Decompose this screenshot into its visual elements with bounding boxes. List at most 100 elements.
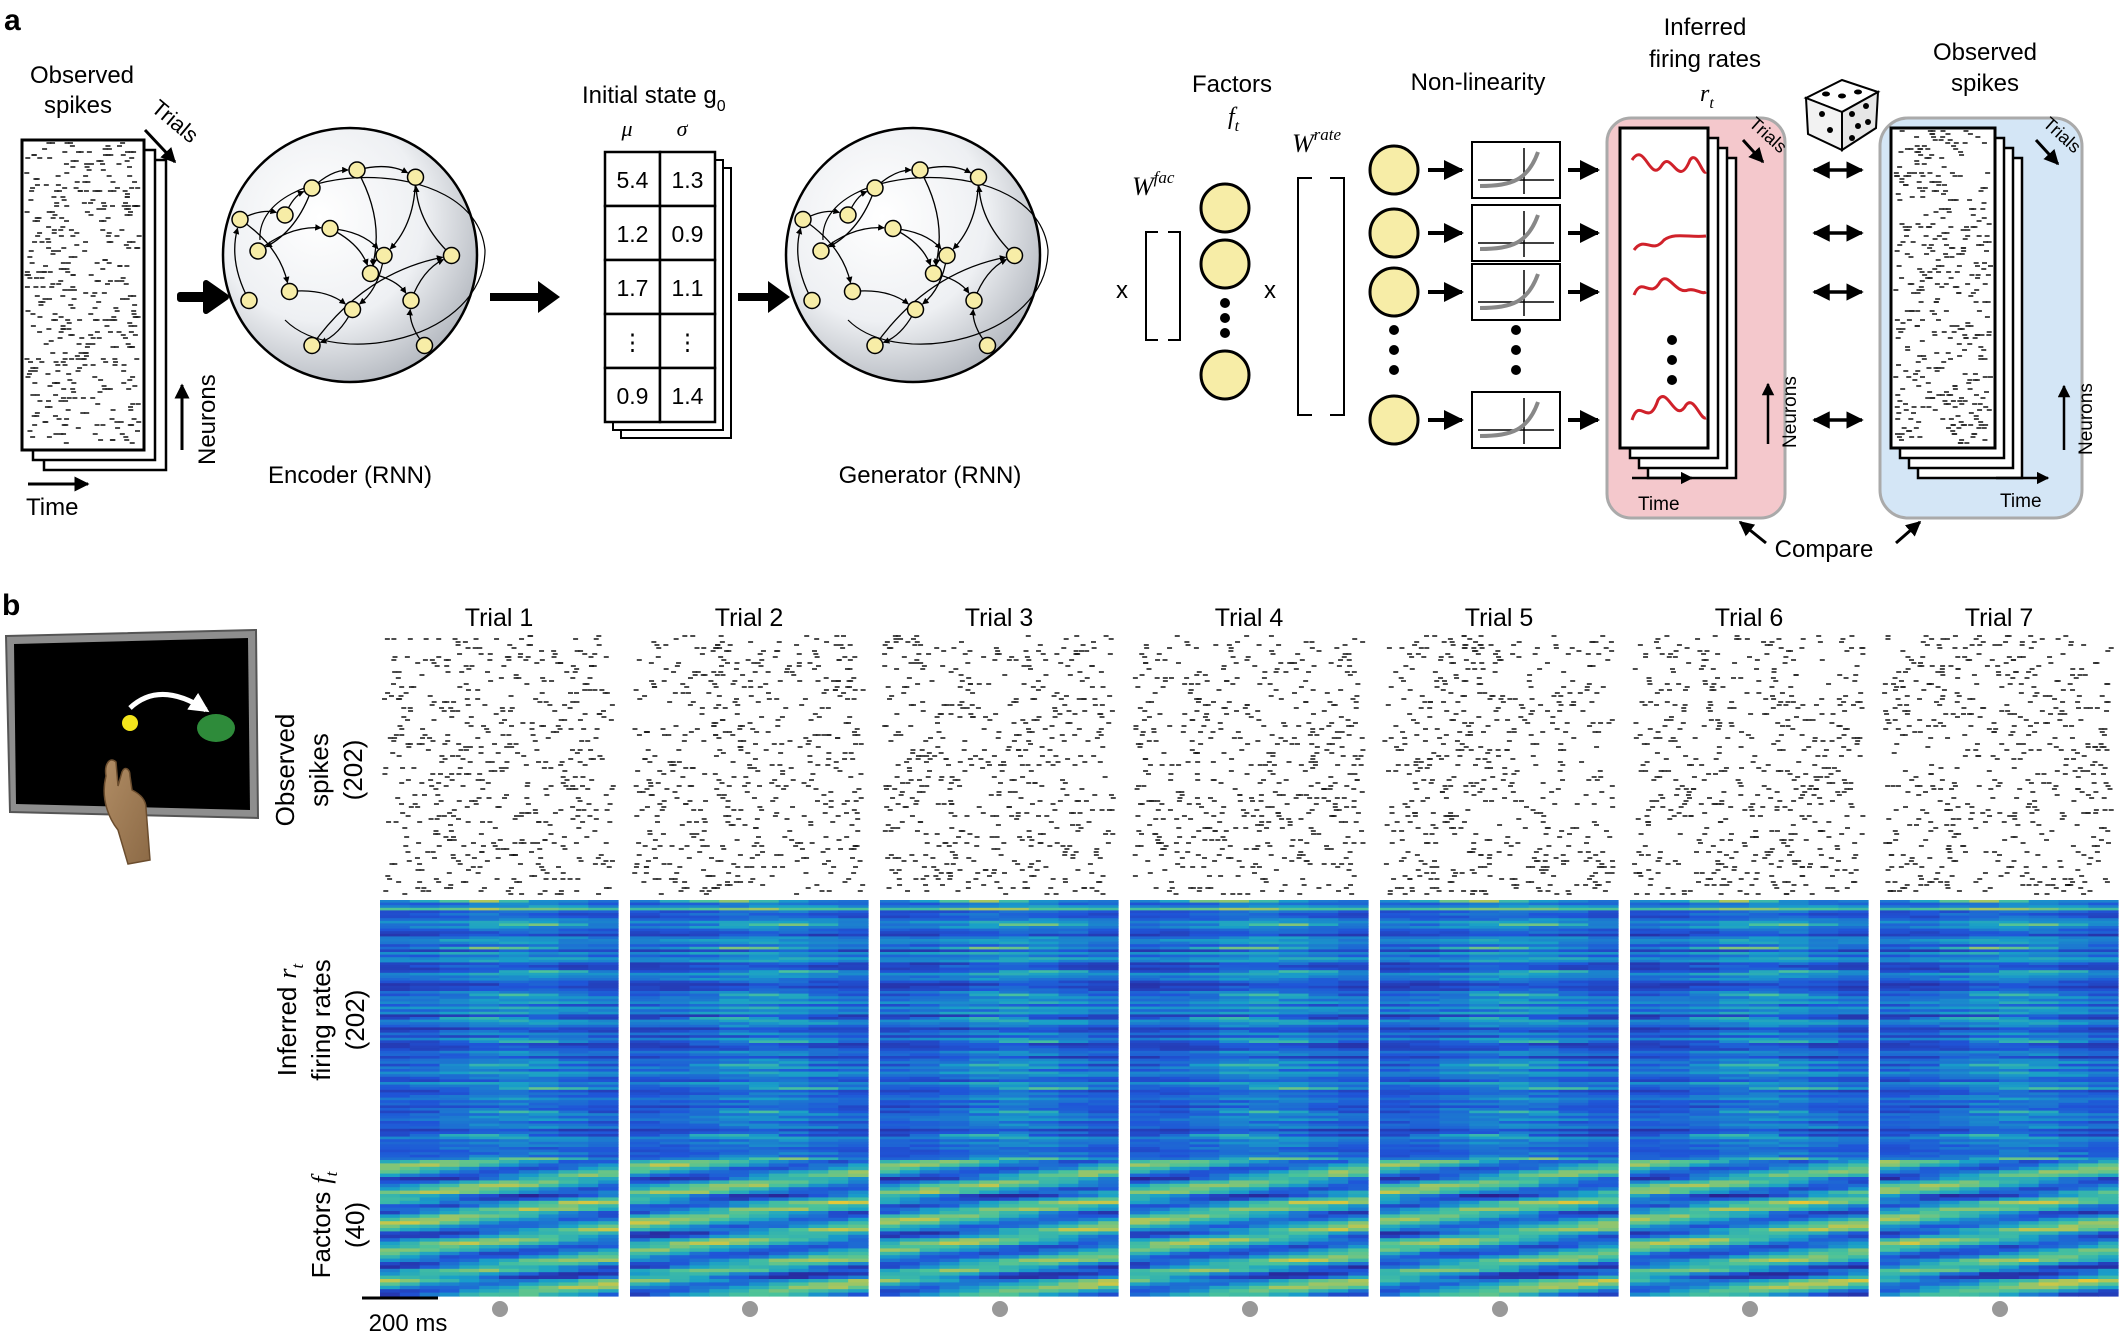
factor-cell xyxy=(808,1187,829,1192)
factor-cell xyxy=(848,1285,869,1290)
factor-cell xyxy=(459,1289,480,1294)
rate-cell xyxy=(808,926,839,930)
factor-cell xyxy=(439,1279,460,1283)
factor-cell xyxy=(808,1282,829,1287)
rate-cell xyxy=(528,1066,560,1070)
factor-cell xyxy=(419,1200,441,1205)
rate-cell xyxy=(558,1074,589,1078)
rate-cell xyxy=(528,1154,560,1158)
rate-cell xyxy=(659,1102,691,1106)
rate-cell xyxy=(659,902,691,906)
factor-cell xyxy=(380,1285,401,1290)
rate-cell xyxy=(558,1019,589,1023)
factor-cell xyxy=(709,1163,730,1168)
rate-cell xyxy=(469,972,500,976)
network-node xyxy=(812,242,830,260)
rate-cell xyxy=(380,983,411,987)
factor-cell xyxy=(649,1255,671,1260)
rate-cell xyxy=(558,1027,589,1031)
rate-cell xyxy=(409,1139,441,1143)
rate-cell xyxy=(659,1082,691,1086)
rate-cell xyxy=(588,993,619,997)
nonlinearity-box xyxy=(1471,204,1561,262)
factor-cell xyxy=(729,1279,750,1283)
factor-cell xyxy=(649,1207,671,1212)
rate-cell xyxy=(659,1030,691,1034)
rate-cell xyxy=(588,1019,619,1023)
factor-cell xyxy=(828,1251,849,1256)
rate-cell xyxy=(409,923,441,927)
factor-cell xyxy=(768,1268,790,1273)
factor-cell xyxy=(538,1241,560,1246)
rate-cell xyxy=(749,962,780,966)
factor-cell xyxy=(598,1231,619,1236)
factor-cell xyxy=(380,1221,401,1226)
rate-cell xyxy=(499,1097,530,1101)
rate-cell xyxy=(409,918,441,922)
rate-cell xyxy=(499,1056,530,1060)
rate-cell xyxy=(409,920,441,924)
rate-cell xyxy=(689,1144,720,1148)
spike-raster-left xyxy=(24,142,142,444)
rate-cell xyxy=(689,1149,720,1153)
rate-cell xyxy=(469,988,500,992)
factor-cell xyxy=(518,1282,540,1287)
rate-cell xyxy=(588,1063,619,1067)
reach-arrow xyxy=(128,692,210,713)
factor-cell xyxy=(689,1207,710,1212)
factor-cell xyxy=(630,1255,651,1260)
rate-cell xyxy=(630,1131,661,1135)
rate-cell xyxy=(808,1095,839,1099)
factor-cell xyxy=(630,1251,651,1256)
rate-cell xyxy=(659,1152,691,1156)
rate-cell xyxy=(778,1053,810,1057)
rate-cell xyxy=(749,1079,780,1083)
factor-cell xyxy=(578,1228,599,1232)
factor-cell xyxy=(729,1173,750,1178)
factor-cell xyxy=(538,1214,560,1219)
rate-cell xyxy=(808,946,839,950)
factor-cell xyxy=(518,1241,540,1246)
factor-cell xyxy=(768,1224,790,1229)
rate-cell xyxy=(659,985,691,989)
factor-cell xyxy=(808,1204,829,1209)
rate-cell xyxy=(689,996,720,1000)
rate-cell xyxy=(630,1089,661,1093)
factor-cell xyxy=(649,1224,671,1229)
rate-cell xyxy=(749,944,780,948)
rate-cell xyxy=(719,972,750,976)
rate-cell xyxy=(469,1058,500,1062)
rate-cell xyxy=(719,1092,750,1096)
rate-cell xyxy=(838,967,869,971)
rate-cell xyxy=(659,1095,691,1099)
factor-cell xyxy=(768,1170,790,1175)
rate-cell xyxy=(838,1024,869,1028)
factor-cell xyxy=(459,1197,480,1202)
factor-cell xyxy=(828,1231,849,1236)
factor-cell xyxy=(558,1245,579,1249)
rate-cell xyxy=(749,1092,780,1096)
network-node xyxy=(938,246,956,265)
rate-cell xyxy=(749,1022,780,1026)
rate-cell xyxy=(528,910,560,914)
rate-cell xyxy=(838,1089,869,1093)
rate-cell xyxy=(558,1009,589,1013)
factor-cell xyxy=(518,1211,540,1215)
rate-cell xyxy=(409,983,441,987)
rate-cell xyxy=(808,1045,839,1049)
rate-cell xyxy=(778,1136,810,1140)
rate-cell xyxy=(528,923,560,927)
rate-cell xyxy=(689,954,720,958)
rate-cell xyxy=(689,1095,720,1099)
rate-cell xyxy=(380,1118,411,1122)
rate-cell xyxy=(469,926,500,930)
rate-cell xyxy=(499,933,530,937)
rate-cell xyxy=(528,993,560,997)
rate-cell xyxy=(380,1144,411,1148)
factor-cell xyxy=(538,1268,560,1273)
rate-cell xyxy=(749,1087,780,1091)
trials-arrow-left xyxy=(143,128,177,164)
factor-cell xyxy=(828,1224,849,1229)
factor-cell xyxy=(439,1217,460,1222)
rate-cell xyxy=(499,1141,530,1145)
